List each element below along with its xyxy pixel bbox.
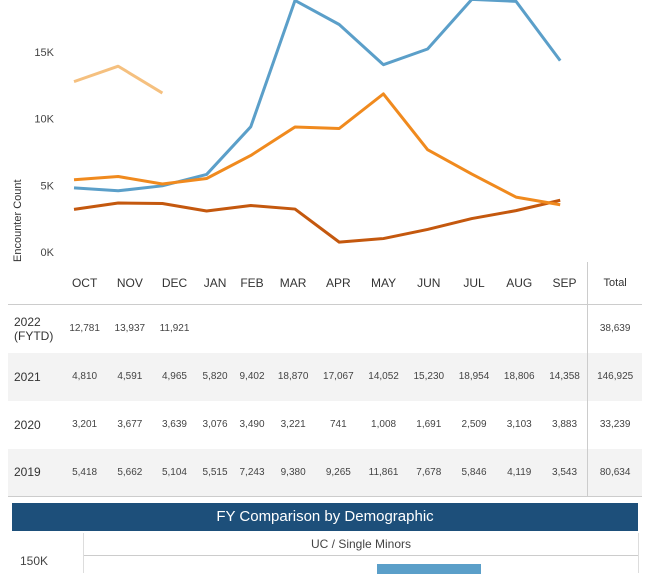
demographic-panel: UC / Single Minors	[83, 533, 639, 574]
table-row: 2020 3,201 3,677 3,639 3,076 3,490 3,221 741 1,0…	[8, 400, 642, 449]
table-cell: 9,380	[280, 466, 306, 478]
table-cell: 5,104	[161, 466, 187, 478]
table-cell: 7,678	[416, 466, 442, 478]
table-cell: 5,418	[72, 466, 98, 478]
table-cell: 1,008	[371, 419, 397, 430]
row-label: 2022 (FYTD)	[14, 314, 54, 343]
column-header: DEC	[161, 276, 188, 290]
table-cell: 3,543	[552, 466, 578, 478]
table-cell	[406, 305, 451, 353]
y-tick-label: 10K	[34, 114, 54, 126]
table-cell: 11,861	[368, 466, 399, 478]
table-cell	[271, 305, 316, 353]
table-cell: 4,810	[72, 371, 98, 382]
row-label: 2021	[14, 369, 41, 384]
table-cell: 3,201	[72, 419, 98, 430]
column-header: MAY	[371, 276, 397, 290]
bar	[377, 564, 481, 574]
table-cell: 14,358	[549, 371, 580, 382]
panel-title: UC / Single Minors	[84, 533, 638, 556]
column-header: NOV	[116, 276, 143, 290]
y-tick: 150K	[20, 554, 49, 568]
table-cell: 3,221	[280, 419, 306, 430]
y-tick-label: 15K	[34, 47, 54, 59]
section-banner: FY Comparison by Demographic	[12, 503, 638, 531]
table-cell: 5,846	[461, 466, 487, 478]
total-cell: 146,925	[587, 352, 642, 401]
row-label: 2020	[14, 417, 41, 432]
table-cell: 12,781	[69, 323, 100, 335]
data-table: OCT NOV DEC JAN FEB MAR APR MAY JUN JUL AUG SEP Tota…	[8, 262, 642, 497]
column-header: JUN	[417, 276, 441, 290]
total-header: Total	[587, 262, 642, 305]
table-cell: 4,965	[161, 371, 187, 382]
series-line-2020	[73, 198, 561, 244]
table-cell: 14,052	[368, 371, 399, 382]
row-label: 2019	[14, 465, 41, 480]
table-cell: 1,691	[416, 419, 442, 430]
column-header: JUL	[463, 276, 485, 290]
total-cell: 33,239	[587, 400, 642, 449]
column-header: SEP	[552, 276, 577, 290]
table-cell: 18,870	[277, 371, 309, 382]
table-row: 2022 (FYTD) 12,781 13,937 11,921 38,639	[8, 304, 642, 353]
y-tick-label: 0K	[41, 247, 55, 259]
table-cell	[361, 305, 406, 353]
line-chart: 0K 5K 10K 15K	[34, 0, 562, 259]
table-cell: 5,515	[202, 466, 228, 478]
column-header: MAR	[279, 276, 307, 290]
table-cell	[197, 305, 234, 353]
column-header: APR	[326, 276, 351, 290]
table-cell: 2,509	[461, 419, 487, 430]
table-cell: 4,119	[507, 466, 532, 478]
column-header: AUG	[506, 276, 533, 290]
table-cell: 3,883	[552, 419, 578, 430]
y-axis-label: Encounter Count	[12, 179, 24, 262]
table-cell: 3,103	[506, 419, 532, 430]
total-cell: 80,634	[587, 448, 642, 497]
table-cell: 17,067	[323, 371, 354, 382]
y-tick-label: 5K	[41, 180, 55, 192]
table-cell: 13,937	[114, 323, 146, 335]
total-cell: 38,639	[587, 304, 642, 353]
table-cell: 5,662	[117, 466, 143, 478]
table-cell: 18,954	[458, 371, 490, 382]
table-cell: 3,677	[117, 419, 143, 430]
table-cell: 9,265	[325, 466, 351, 478]
table-cell	[316, 305, 361, 353]
table-cell: 11,921	[159, 323, 190, 335]
table-cell: 7,243	[239, 466, 265, 478]
column-header: FEB	[240, 276, 264, 290]
table-row: 2021 4,810 4,591 4,965 5,820 9,402 18,870 17,06…	[8, 352, 642, 401]
series-line-2021	[73, 0, 562, 193]
table-cell: 4,591	[117, 371, 143, 382]
column-header: JAN	[203, 276, 227, 290]
table-cell: 741	[330, 419, 347, 430]
table-cell: 18,806	[503, 371, 535, 382]
column-header: OCT	[71, 276, 98, 290]
table-cell: 15,230	[413, 371, 445, 382]
table-cell: 5,820	[202, 371, 228, 382]
table-cell: 3,076	[202, 419, 228, 430]
table-cell	[497, 305, 542, 353]
series-line-2022-fytd-	[73, 64, 164, 95]
table-cell	[542, 305, 588, 353]
series-line-2019	[73, 92, 561, 207]
table-cell: 9,402	[239, 371, 265, 382]
table-cell: 3,639	[161, 419, 187, 430]
table-cell	[451, 305, 496, 353]
table-row: 2019 5,418 5,662 5,104 5,515 7,243 9,380 9,265 1…	[8, 448, 642, 497]
table-cell: 3,490	[239, 419, 265, 430]
table-cell	[234, 305, 271, 353]
